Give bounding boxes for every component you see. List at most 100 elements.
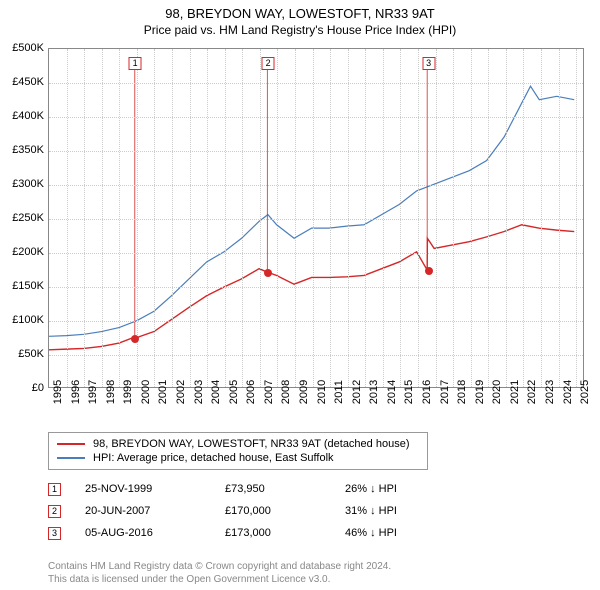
vgrid <box>277 49 278 387</box>
sales-row-hpi: 26% ↓ HPI <box>345 483 445 495</box>
legend-item: 98, BREYDON WAY, LOWESTOFT, NR33 9AT (de… <box>57 437 419 451</box>
y-axis-label: £500K <box>0 42 44 54</box>
hgrid <box>49 287 583 288</box>
legend-label: 98, BREYDON WAY, LOWESTOFT, NR33 9AT (de… <box>93 438 409 450</box>
y-axis-label: £50K <box>0 348 44 360</box>
x-axis-label: 2016 <box>421 380 433 404</box>
hgrid <box>49 321 583 322</box>
sales-row-hpi: 31% ↓ HPI <box>345 505 445 517</box>
legend-swatch <box>57 457 85 459</box>
sale-marker-dot <box>264 269 272 277</box>
y-axis-label: £400K <box>0 110 44 122</box>
sale-marker-box: 3 <box>422 57 435 70</box>
vgrid <box>172 49 173 387</box>
hgrid <box>49 185 583 186</box>
x-axis-label: 2021 <box>509 380 521 404</box>
x-axis-label: 2015 <box>403 380 415 404</box>
vgrid <box>471 49 472 387</box>
vgrid <box>418 49 419 387</box>
y-axis-label: £200K <box>0 246 44 258</box>
x-axis-label: 2013 <box>368 380 380 404</box>
vgrid <box>119 49 120 387</box>
sales-row-price: £73,950 <box>225 483 345 495</box>
y-axis-label: £300K <box>0 178 44 190</box>
vgrid <box>225 49 226 387</box>
vgrid <box>207 49 208 387</box>
sales-row-date: 20-JUN-2007 <box>85 505 225 517</box>
footer-line-2: This data is licensed under the Open Gov… <box>48 573 391 586</box>
x-axis-label: 2005 <box>228 380 240 404</box>
x-axis-label: 2014 <box>386 380 398 404</box>
x-axis-label: 2006 <box>245 380 257 404</box>
vgrid <box>260 49 261 387</box>
x-axis-label: 2003 <box>193 380 205 404</box>
x-axis-label: 2024 <box>562 380 574 404</box>
x-axis-label: 2012 <box>351 380 363 404</box>
hgrid <box>49 151 583 152</box>
vgrid <box>383 49 384 387</box>
x-axis-label: 2017 <box>439 380 451 404</box>
chart-title: 98, BREYDON WAY, LOWESTOFT, NR33 9AT <box>0 0 600 21</box>
x-axis-label: 2004 <box>210 380 222 404</box>
sales-table: 1 25-NOV-1999£73,95026% ↓ HPI 2 20-JUN-2007… <box>48 478 445 544</box>
sales-row-price: £170,000 <box>225 505 345 517</box>
x-axis-label: 1999 <box>122 380 134 404</box>
x-axis-label: 2023 <box>544 380 556 404</box>
sales-row-date: 05-AUG-2016 <box>85 527 225 539</box>
x-axis-label: 2009 <box>298 380 310 404</box>
legend-item: HPI: Average price, detached house, East… <box>57 451 419 465</box>
vgrid <box>330 49 331 387</box>
y-axis-label: £450K <box>0 76 44 88</box>
y-axis-label: £350K <box>0 144 44 156</box>
sales-row: 2 20-JUN-2007£170,00031% ↓ HPI <box>48 500 445 522</box>
footer-line-1: Contains HM Land Registry data © Crown c… <box>48 560 391 573</box>
vgrid <box>506 49 507 387</box>
y-axis-label: £0 <box>0 382 44 394</box>
sales-row-marker: 1 <box>48 483 61 496</box>
x-axis-label: 2018 <box>456 380 468 404</box>
x-axis-label: 2008 <box>280 380 292 404</box>
x-axis-label: 2002 <box>175 380 187 404</box>
chart-subtitle: Price paid vs. HM Land Registry's House … <box>0 21 600 41</box>
vgrid <box>541 49 542 387</box>
y-axis-label: £150K <box>0 280 44 292</box>
x-axis-label: 2019 <box>474 380 486 404</box>
x-axis-label: 2025 <box>579 380 591 404</box>
y-axis-label: £100K <box>0 314 44 326</box>
sales-row: 1 25-NOV-1999£73,95026% ↓ HPI <box>48 478 445 500</box>
sale-marker-dot <box>425 267 433 275</box>
vgrid <box>523 49 524 387</box>
vgrid <box>559 49 560 387</box>
x-axis-label: 2011 <box>333 380 345 404</box>
chart-plot-area: 123 <box>48 48 584 388</box>
hgrid <box>49 117 583 118</box>
sales-row-marker: 2 <box>48 505 61 518</box>
x-axis-label: 2000 <box>140 380 152 404</box>
chart-svg <box>49 49 583 387</box>
vgrid <box>576 49 577 387</box>
vgrid <box>348 49 349 387</box>
legend: 98, BREYDON WAY, LOWESTOFT, NR33 9AT (de… <box>48 432 428 470</box>
x-axis-label: 2001 <box>157 380 169 404</box>
hgrid <box>49 253 583 254</box>
hgrid <box>49 83 583 84</box>
vgrid <box>154 49 155 387</box>
vgrid <box>295 49 296 387</box>
vgrid <box>453 49 454 387</box>
sales-row-hpi: 46% ↓ HPI <box>345 527 445 539</box>
x-axis-label: 2022 <box>526 380 538 404</box>
vgrid <box>102 49 103 387</box>
vgrid <box>313 49 314 387</box>
x-axis-label: 1995 <box>52 380 64 404</box>
vgrid <box>400 49 401 387</box>
sales-row-price: £173,000 <box>225 527 345 539</box>
vgrid <box>67 49 68 387</box>
legend-label: HPI: Average price, detached house, East… <box>93 452 334 464</box>
sales-row: 3 05-AUG-2016£173,00046% ↓ HPI <box>48 522 445 544</box>
hgrid <box>49 219 583 220</box>
sales-row-marker: 3 <box>48 527 61 540</box>
sales-row-date: 25-NOV-1999 <box>85 483 225 495</box>
hgrid <box>49 355 583 356</box>
vgrid <box>242 49 243 387</box>
x-axis-label: 1998 <box>105 380 117 404</box>
